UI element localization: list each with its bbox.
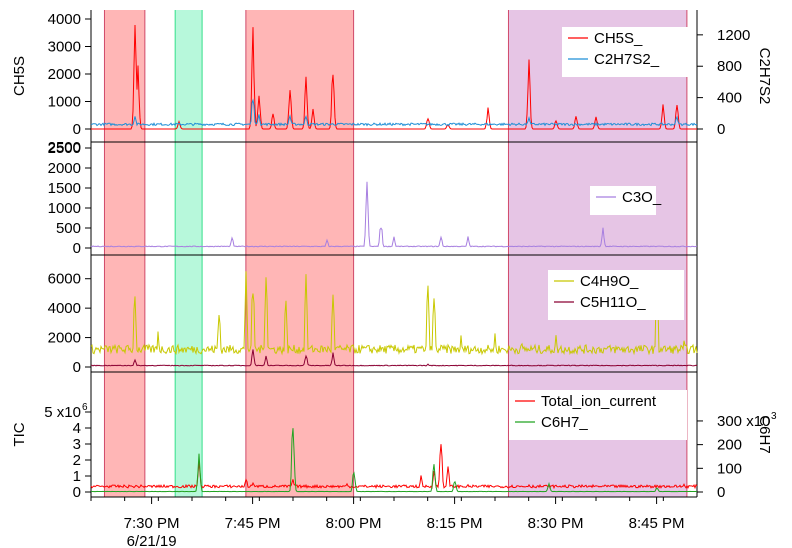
panel: 0 2000 4000 6000 C4H9O_ C5H11O_: [48, 255, 698, 376]
shaded-region: [245, 10, 354, 497]
y-tick-exponent: 6: [82, 402, 88, 413]
series-line: [90, 444, 698, 490]
x-tick-label: 7:45 PM: [225, 515, 281, 532]
y-tick-label: 4000: [48, 11, 81, 28]
panel: 0 500 1000 1500 2000 2500 C3O_: [48, 140, 698, 257]
legend-label: CH5S_: [594, 30, 643, 47]
y-tick-label-right: 0: [717, 484, 725, 501]
shaded-region: [104, 10, 145, 497]
y-tick-label: 0: [73, 121, 81, 138]
y-tick-label: 2000: [48, 160, 81, 177]
shaded-regions: [103, 10, 688, 497]
y-tick-label: 5 x10: [44, 404, 81, 421]
x-tick-label: 8:45 PM: [629, 515, 685, 532]
series-line: [91, 349, 698, 367]
y-tick-label: 2000: [48, 66, 81, 83]
y-axis-label-right: C2H7S2: [756, 48, 773, 105]
chart-panels: 010002000300040002500CH5S04008001200C2H7…: [11, 10, 777, 501]
series-line: [90, 181, 698, 248]
x-tick-label: 8:00 PM: [326, 515, 382, 532]
series-line: [90, 98, 698, 127]
y-tick-label: 2000: [48, 330, 81, 347]
series-line: [90, 271, 698, 356]
y-tick-label: 3000: [48, 39, 81, 56]
y-tick-label: 2500: [48, 140, 81, 157]
y-tick-label-right: 100: [717, 460, 742, 477]
y-tick-label: 0: [73, 484, 81, 501]
y-tick-label: 0: [73, 240, 81, 257]
panel: 0 1000 2000 3000 4000 2500 CH5S 0 400 800 1200 C2H7…: [11, 10, 773, 156]
y-tick-label: 2: [73, 452, 81, 469]
y-tick-label: 2500: [48, 139, 81, 156]
y-tick-label: 1000: [48, 200, 81, 217]
y-tick-label: 1: [73, 468, 81, 485]
y-tick-label: 0: [73, 359, 81, 376]
x-axis: 7:30 PM 7:45 PM 8:00 PM 8:15 PM 8:30 PM 8:45 …: [90, 496, 697, 548]
series-line: [91, 24, 697, 130]
y-tick-label: 3: [73, 436, 81, 453]
y-tick-label-right: 400: [717, 90, 742, 107]
x-tick-label: 8:15 PM: [427, 515, 483, 532]
legend-box: [590, 186, 656, 215]
legend-label: C3O_: [622, 189, 662, 206]
y-tick-label-right: 200: [717, 437, 742, 454]
series-line: [90, 428, 698, 493]
legend-label: C4H9O_: [580, 273, 639, 290]
x-tick-label: 8:30 PM: [528, 515, 584, 532]
legend-box: [509, 390, 687, 440]
y-axis-label: CH5S: [11, 56, 28, 96]
legend-label: C5H11O_: [580, 294, 646, 311]
shaded-region: [175, 10, 203, 497]
y-tick-label: 500: [56, 220, 81, 237]
legend-label: C2H7S2_: [594, 51, 660, 68]
y-tick-label-right: 1200: [717, 27, 750, 44]
legend-box: [548, 270, 684, 320]
y-tick-label-right: 300 x10: [717, 413, 770, 430]
y-axis-label-right: C6H7: [756, 415, 773, 453]
y-tick-label-right: 0: [717, 121, 725, 138]
legend-label: Total_ion_current: [541, 393, 657, 410]
y-tick-label: 1000: [48, 94, 81, 111]
x-tick-label: 7:30 PM: [124, 515, 180, 532]
legend-box: [562, 27, 692, 77]
x-date-label: 6/21/19: [127, 533, 177, 548]
y-tick-exponent: 3: [771, 411, 777, 422]
y-tick-label: 1500: [48, 180, 81, 197]
y-tick-label: 4000: [48, 300, 81, 317]
legend-label: C6H7_: [541, 414, 588, 431]
y-axis-label: TIC: [11, 422, 28, 446]
y-tick-label: 6000: [48, 271, 81, 288]
y-tick-label-right: 800: [717, 58, 742, 75]
y-tick-label: 4: [73, 420, 81, 437]
